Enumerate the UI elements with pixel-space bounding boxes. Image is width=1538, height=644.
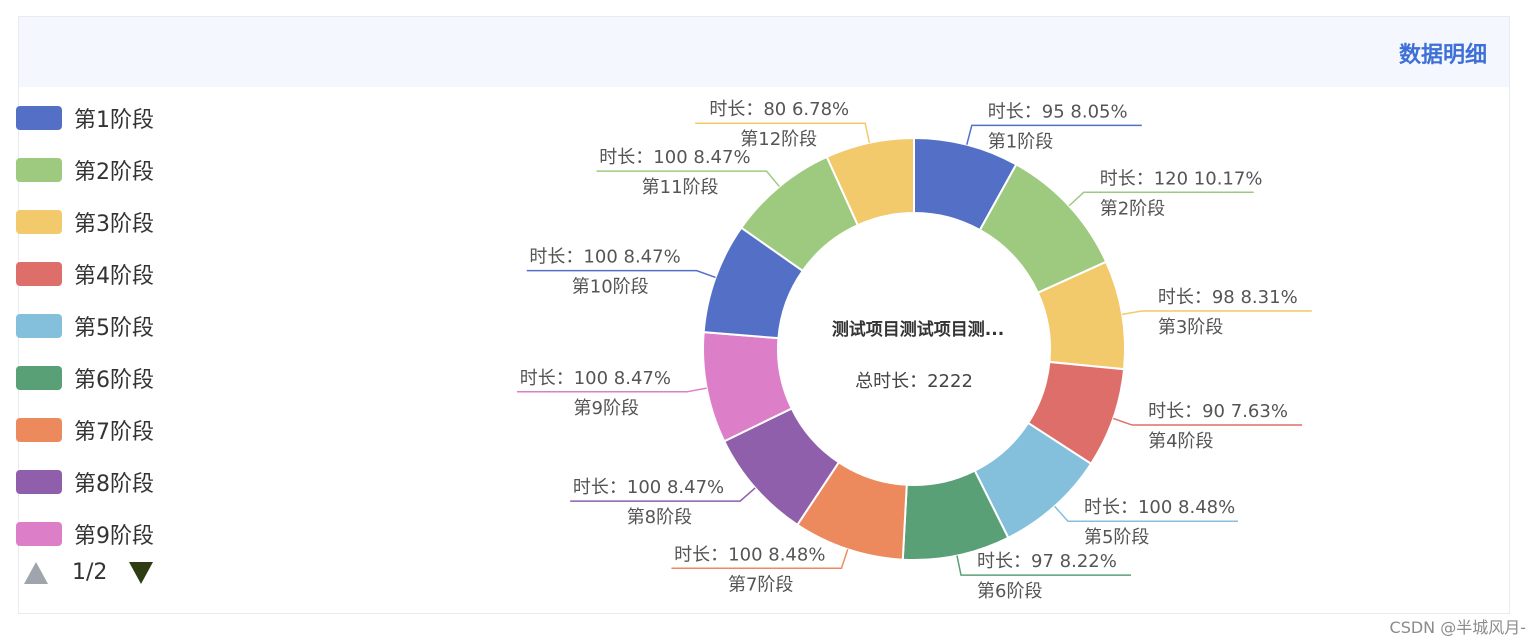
- slice-value-label: 时长：100 8.47%: [520, 368, 671, 389]
- slice-name-label: 第6阶段: [977, 581, 1042, 602]
- label-leader-line: [1112, 417, 1303, 426]
- slice-name-label: 第8阶段: [627, 507, 692, 528]
- legend-item[interactable]: 第2阶段: [16, 144, 154, 196]
- legend-label: 第2阶段: [74, 160, 154, 185]
- data-detail-link[interactable]: 数据明细: [1398, 43, 1487, 68]
- label-leader-line: [671, 549, 849, 570]
- label-leader-line: [596, 170, 780, 188]
- legend-pager: 1/2: [24, 560, 154, 585]
- legend-label: 第1阶段: [74, 108, 154, 133]
- label-leader-line: [526, 269, 716, 279]
- slice-value-label: 时长：100 8.48%: [1084, 497, 1235, 518]
- legend-label: 第4阶段: [74, 264, 154, 289]
- legend-swatch: [16, 366, 62, 390]
- slice-name-label: 第11阶段: [642, 177, 719, 198]
- slice-value-label: 时长：98 8.31%: [1158, 287, 1298, 308]
- slice-value-label: 时长：100 8.47%: [599, 147, 750, 168]
- legend-item[interactable]: 第5阶段: [16, 300, 154, 352]
- pager-up-icon[interactable]: [24, 561, 48, 584]
- slice-name-label: 第1阶段: [988, 131, 1053, 152]
- legend-item[interactable]: 第1阶段: [16, 92, 154, 144]
- legend-label: 第6阶段: [74, 368, 154, 393]
- label-leader-line: [695, 122, 871, 143]
- legend-item[interactable]: 第8阶段: [16, 456, 154, 508]
- slice-name-label: 第5阶段: [1084, 527, 1149, 548]
- legend-label: 第5阶段: [74, 316, 154, 341]
- center-subtitle: 总时长：2222: [855, 371, 973, 392]
- legend-swatch: [16, 470, 62, 494]
- legend-swatch: [16, 106, 62, 130]
- label-leader-line: [966, 124, 1142, 145]
- label-leader-line: [1068, 191, 1254, 207]
- legend-swatch: [16, 522, 62, 546]
- pie-slice[interactable]: [825, 136, 915, 227]
- slice-name-label: 第2阶段: [1100, 198, 1165, 219]
- slice-name-label: 第4阶段: [1148, 431, 1213, 452]
- label-leader-line: [956, 555, 1132, 576]
- legend-swatch: [16, 262, 62, 286]
- slice-value-label: 时长：120 10.17%: [1100, 168, 1263, 189]
- slice-value-label: 时长：100 8.47%: [529, 247, 680, 268]
- pager-text: 1/2: [72, 560, 108, 585]
- legend-swatch: [16, 418, 62, 442]
- card-header: 数据明细: [19, 17, 1509, 87]
- legend-swatch: [16, 314, 62, 338]
- legend-label: 第3阶段: [74, 212, 154, 237]
- slice-value-label: 时长：95 8.05%: [988, 101, 1128, 122]
- slice-name-label: 第12阶段: [740, 129, 817, 150]
- slice-value-label: 时长：80 6.78%: [709, 99, 849, 120]
- slice-value-label: 时长：90 7.63%: [1148, 401, 1288, 422]
- legend-item[interactable]: 第4阶段: [16, 248, 154, 300]
- legend-label: 第7阶段: [74, 420, 154, 445]
- label-leader-line: [570, 487, 756, 502]
- watermark: CSDN @半城风月-: [1389, 618, 1526, 637]
- label-leader-line: [1122, 310, 1312, 316]
- legend-swatch: [16, 158, 62, 182]
- pager-down-icon[interactable]: [129, 561, 154, 584]
- slice-name-label: 第9阶段: [574, 398, 639, 419]
- legend-swatch: [16, 210, 62, 234]
- legend-label: 第8阶段: [74, 472, 154, 497]
- chart-card: 数据明细: [18, 16, 1510, 614]
- slice-name-label: 第10阶段: [572, 277, 649, 298]
- legend: 第1阶段第2阶段第3阶段第4阶段第5阶段第6阶段第7阶段第8阶段第9阶段: [16, 92, 154, 560]
- slice-value-label: 时长：97 8.22%: [977, 551, 1117, 572]
- legend-item[interactable]: 第3阶段: [16, 196, 154, 248]
- label-leader-line: [1054, 505, 1238, 522]
- label-leader-line: [516, 387, 707, 393]
- center-title: 测试项目测试项目测...: [832, 319, 1004, 340]
- legend-item[interactable]: 第6阶段: [16, 352, 154, 404]
- legend-item[interactable]: 第9阶段: [16, 508, 154, 560]
- slice-name-label: 第3阶段: [1158, 317, 1223, 338]
- legend-item[interactable]: 第7阶段: [16, 404, 154, 456]
- slice-value-label: 时长：100 8.48%: [674, 544, 825, 565]
- legend-label: 第9阶段: [74, 524, 154, 549]
- slice-value-label: 时长：100 8.47%: [573, 477, 724, 498]
- slice-name-label: 第7阶段: [728, 574, 793, 595]
